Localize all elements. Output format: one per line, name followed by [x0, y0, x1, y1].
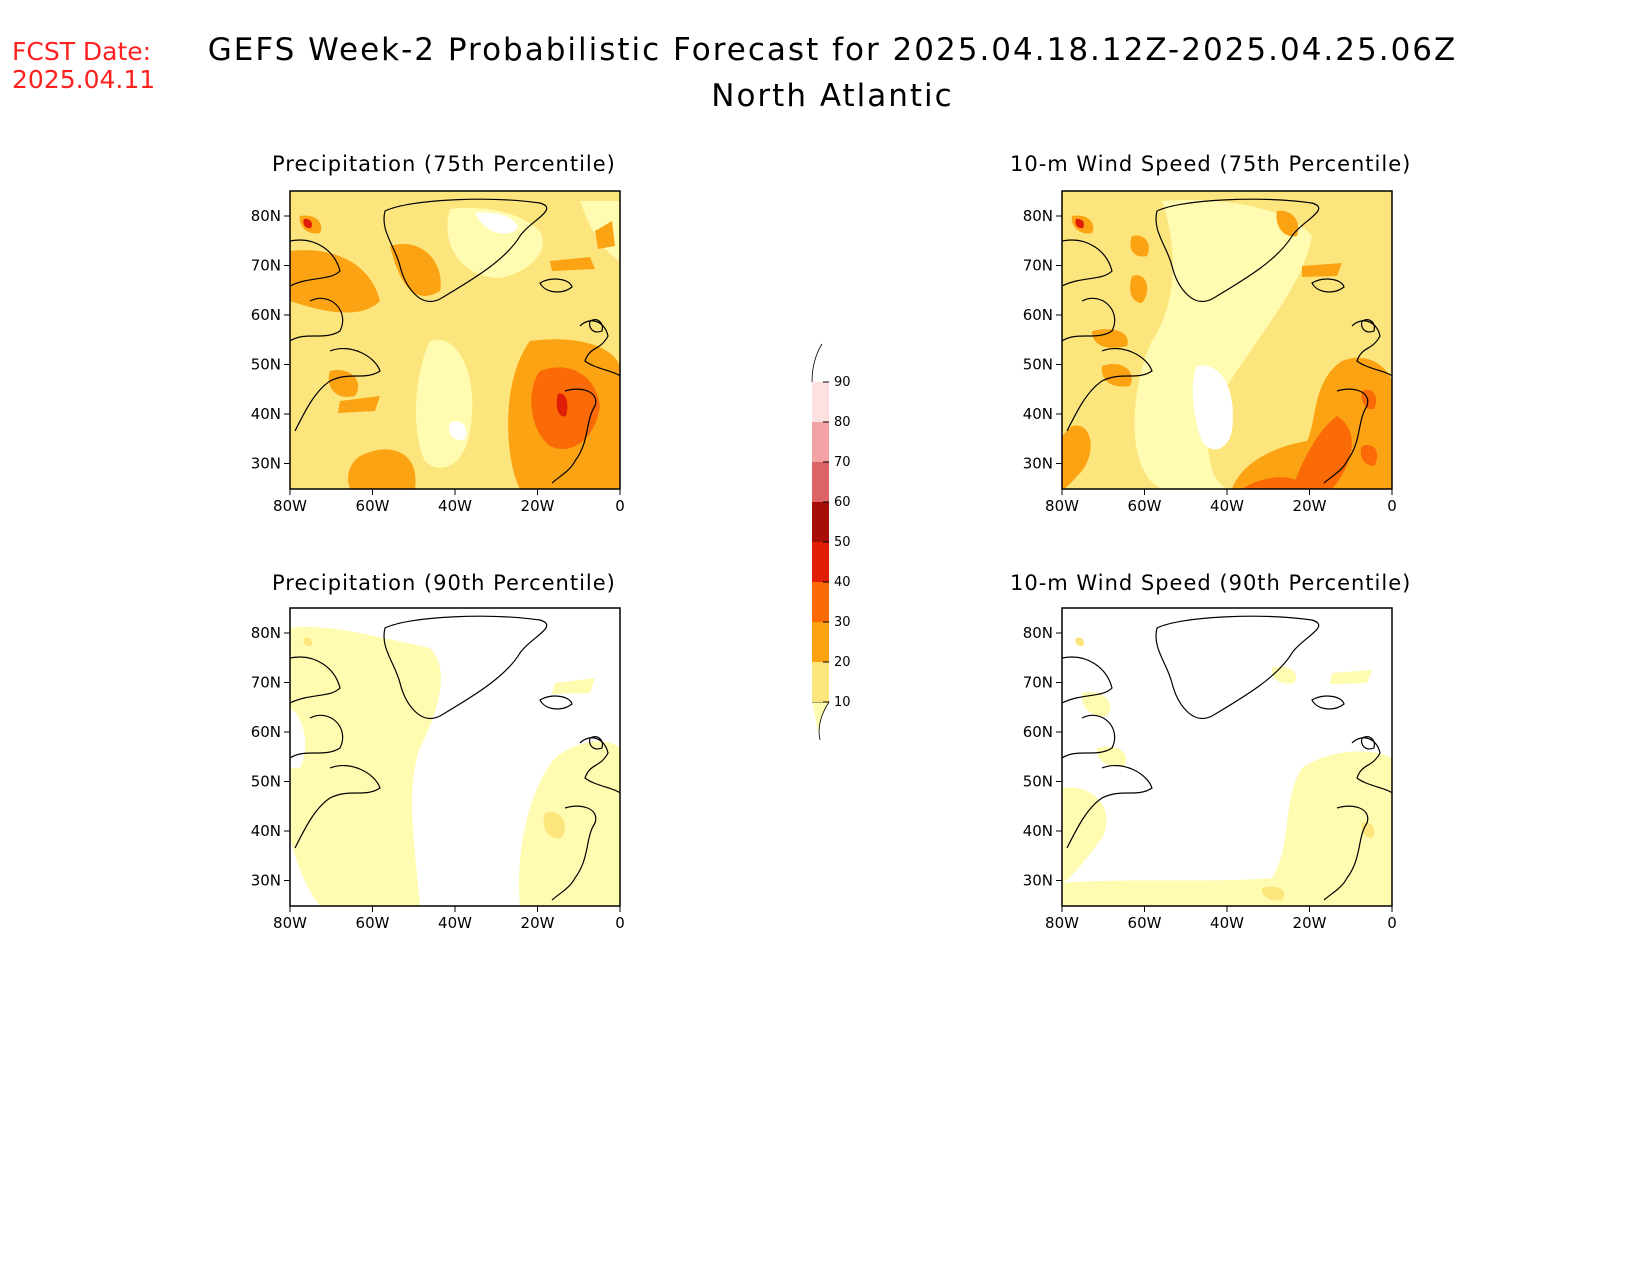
lat-tick-label: 30N: [1023, 455, 1053, 473]
lat-tick-label: 40N: [251, 405, 281, 423]
lat-tick-label: 80N: [251, 207, 281, 225]
lat-tick-label: 30N: [251, 872, 281, 890]
forecast-date-label: FCST Date:: [12, 37, 152, 66]
lon-tick-label: 20W: [521, 914, 555, 932]
lat-tick-label: 40N: [1023, 405, 1053, 423]
colorbar-tick-label: 60: [834, 495, 851, 510]
forecast-date-block: FCST Date: 2025.04.11: [12, 38, 155, 94]
lon-tick-label: 80W: [273, 914, 307, 932]
lon-tick-label: 80W: [1045, 914, 1079, 932]
forecast-date-value: 2025.04.11: [12, 65, 156, 94]
colorbar-segment: [812, 502, 829, 542]
map-panel-wind-75: [1061, 190, 1393, 490]
colorbar-bottom-end: [812, 701, 830, 741]
colorbar-segment: [812, 542, 829, 582]
lon-tick-label: 20W: [1293, 914, 1327, 932]
lon-tick-label: 60W: [356, 497, 390, 515]
lon-tick-label: 80W: [273, 497, 307, 515]
colorbar-segment: [812, 422, 829, 462]
map-axes: 80W 60W 40W 20W 0 80N 70N 60N 50N 40N 30N 80W 60W 40W…: [251, 207, 1397, 932]
lat-tick-label: 50N: [1023, 773, 1053, 791]
lon-tick-label: 40W: [438, 497, 472, 515]
lon-tick-label: 40W: [1210, 497, 1244, 515]
colorbar-segment: [812, 462, 829, 502]
colorbar-tick-label: 70: [834, 455, 851, 470]
colorbar-top-end: [812, 344, 829, 382]
lat-tick-label: 30N: [251, 455, 281, 473]
lon-tick-label: 40W: [1210, 914, 1244, 932]
lat-tick-label: 50N: [251, 356, 281, 374]
lat-tick-label: 80N: [251, 624, 281, 642]
lat-tick-label: 70N: [251, 257, 281, 275]
lat-tick-label: 80N: [1023, 624, 1053, 642]
colorbar-segment: [812, 382, 829, 422]
lon-tick-label: 80W: [1045, 497, 1079, 515]
map-panel-wind-90: [1061, 607, 1393, 907]
colorbar-segment: [812, 582, 829, 622]
lat-tick-label: 70N: [1023, 257, 1053, 275]
colorbar-segment: [812, 622, 829, 662]
lon-tick-label: 60W: [1128, 914, 1162, 932]
map-panel-precip-75: [289, 190, 621, 490]
lat-tick-label: 70N: [251, 674, 281, 692]
lat-tick-label: 60N: [251, 723, 281, 741]
panel-title-precip-90: Precipitation (90th Percentile): [272, 571, 616, 595]
lat-tick-label: 50N: [251, 773, 281, 791]
lon-tick-label: 0: [615, 497, 625, 515]
colorbar-tick-label: 80: [834, 415, 851, 430]
page-title: GEFS Week-2 Probabilistic Forecast for 2…: [207, 32, 1458, 68]
lon-tick-label: 20W: [1293, 497, 1327, 515]
lon-tick-label: 0: [1387, 497, 1397, 515]
panel-title-wind-90: 10-m Wind Speed (90th Percentile): [1010, 571, 1412, 595]
region-title: North Atlantic: [711, 78, 954, 114]
colorbar-tick-label: 20: [834, 655, 851, 670]
lat-tick-label: 40N: [1023, 822, 1053, 840]
colorbar-top-outline: [811, 343, 823, 383]
lon-tick-label: 60W: [356, 914, 390, 932]
colorbar-segment: [812, 662, 829, 702]
colorbar-tick-label: 10: [834, 695, 851, 710]
panel-title-wind-75: 10-m Wind Speed (75th Percentile): [1010, 152, 1412, 176]
colorbar-tick-label: 90: [834, 375, 851, 390]
lon-tick-label: 20W: [521, 497, 555, 515]
map-panel-precip-90: [289, 607, 621, 907]
lon-tick-label: 60W: [1128, 497, 1162, 515]
lat-tick-label: 70N: [1023, 674, 1053, 692]
lat-tick-label: 40N: [251, 822, 281, 840]
lat-tick-label: 30N: [1023, 872, 1053, 890]
lon-tick-label: 40W: [438, 914, 472, 932]
lat-tick-label: 50N: [1023, 356, 1053, 374]
colorbar-tick-label: 40: [834, 575, 851, 590]
lat-tick-label: 60N: [1023, 723, 1053, 741]
lat-tick-label: 60N: [251, 306, 281, 324]
lon-tick-label: 0: [1387, 914, 1397, 932]
lon-tick-label: 0: [615, 914, 625, 932]
colorbar-tick-label: 50: [834, 535, 851, 550]
colorbar-tick-label: 30: [834, 615, 851, 630]
panel-title-precip-75: Precipitation (75th Percentile): [272, 152, 616, 176]
colorbar-legend: 10 20 30 40 50 60 70 80 90: [811, 343, 851, 741]
lat-tick-label: 60N: [1023, 306, 1053, 324]
lat-tick-label: 80N: [1023, 207, 1053, 225]
